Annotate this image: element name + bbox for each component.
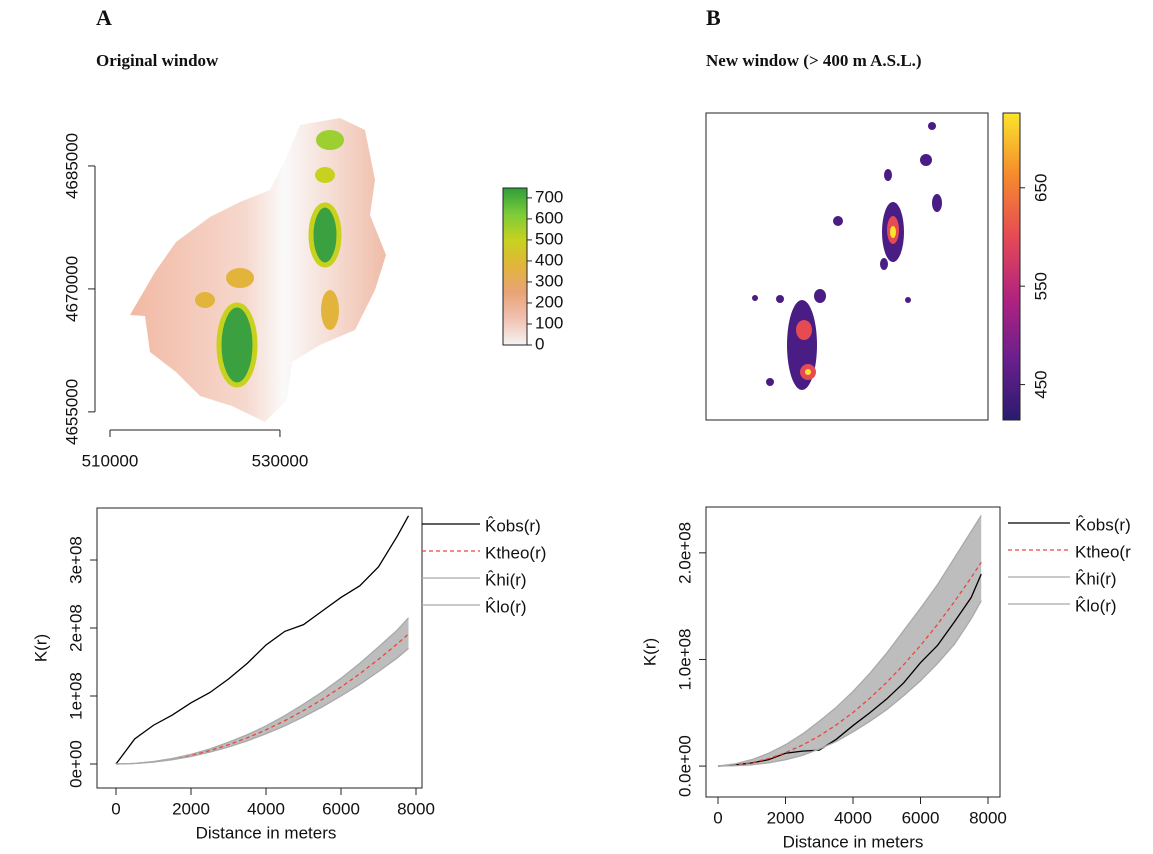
series-line (115, 617, 409, 765)
colorbar-tick-label: 200 (535, 292, 563, 311)
envelope (718, 515, 982, 767)
colorbar-tick-label: 550 (1031, 272, 1050, 300)
panel-title: New window (> 400 m A.S.L.) (706, 51, 922, 70)
series-line (115, 647, 409, 765)
y-tick-label: 4655000 (62, 379, 81, 445)
y-tick-label: 4670000 (62, 256, 81, 322)
legend-label: Ktheo(r (1075, 542, 1131, 561)
x-tick-label: 6000 (322, 799, 360, 818)
y-tick-label: 0.0e+00 (675, 735, 694, 797)
colorbar (1002, 112, 1021, 421)
legend-label: Ktheo(r) (485, 543, 546, 562)
legend-label: K̂obs(r) (485, 516, 541, 536)
colorbar-tick-label: 400 (535, 250, 563, 269)
x-tick-label: 6000 (902, 808, 940, 827)
raster-map (130, 118, 386, 422)
legend-label: K̂lo(r) (485, 597, 527, 617)
x-tick-label: 2000 (767, 808, 805, 827)
series-line (717, 515, 982, 767)
panel-label: B (706, 5, 721, 30)
series-line (115, 515, 410, 765)
colorbar-tick-label: 0 (535, 334, 544, 353)
y-axis-label: K(r) (31, 634, 50, 662)
x-tick-label: 8000 (397, 799, 435, 818)
colorbar-tick-label: 300 (535, 271, 563, 290)
x-tick-label: 0 (713, 808, 722, 827)
legend-label: K̂hi(r) (1075, 569, 1117, 589)
series-line (718, 600, 982, 767)
panel-title: Original window (96, 51, 219, 70)
colorbar-tick-label: 100 (535, 313, 563, 332)
y-tick-label: 1e+08 (66, 672, 85, 720)
colorbar-tick-label: 700 (535, 187, 563, 206)
x-tick-label: 4000 (247, 799, 285, 818)
y-tick-label: 4685000 (62, 133, 81, 199)
colorbar-tick-label: 650 (1031, 174, 1050, 202)
series-line (717, 561, 982, 767)
colorbar (502, 187, 528, 346)
x-tick-label: 510000 (82, 451, 139, 470)
y-tick-label: 1.0e+08 (675, 628, 694, 690)
legend-label: K̂obs(r) (1075, 515, 1131, 535)
plot-frame (96, 507, 423, 789)
y-axis-label: K(r) (640, 638, 659, 666)
colorbar-tick-label: 500 (535, 229, 563, 248)
series-line (115, 633, 409, 765)
y-tick-label: 3e+08 (66, 536, 85, 584)
panel-label: A (96, 5, 112, 30)
envelope (116, 617, 409, 764)
colorbar-tick-label: 450 (1031, 370, 1050, 398)
colorbar-tick-label: 600 (535, 208, 563, 227)
raster-map (705, 112, 989, 421)
legend-label: K̂lo(r) (1075, 596, 1117, 616)
y-tick-label: 2e+08 (66, 604, 85, 652)
x-tick-label: 2000 (172, 799, 210, 818)
x-tick-label: 0 (111, 799, 120, 818)
y-tick-label: 0e+00 (66, 740, 85, 788)
y-tick-label: 2.0e+08 (675, 522, 694, 584)
series-line (717, 573, 982, 767)
x-tick-label: 8000 (969, 808, 1007, 827)
plot-frame (705, 506, 1001, 798)
x-axis-label: Distance in meters (196, 823, 337, 842)
x-tick-label: 4000 (834, 808, 872, 827)
x-tick-label: 530000 (252, 451, 309, 470)
x-axis-label: Distance in meters (783, 832, 924, 851)
legend-label: K̂hi(r) (485, 570, 527, 590)
